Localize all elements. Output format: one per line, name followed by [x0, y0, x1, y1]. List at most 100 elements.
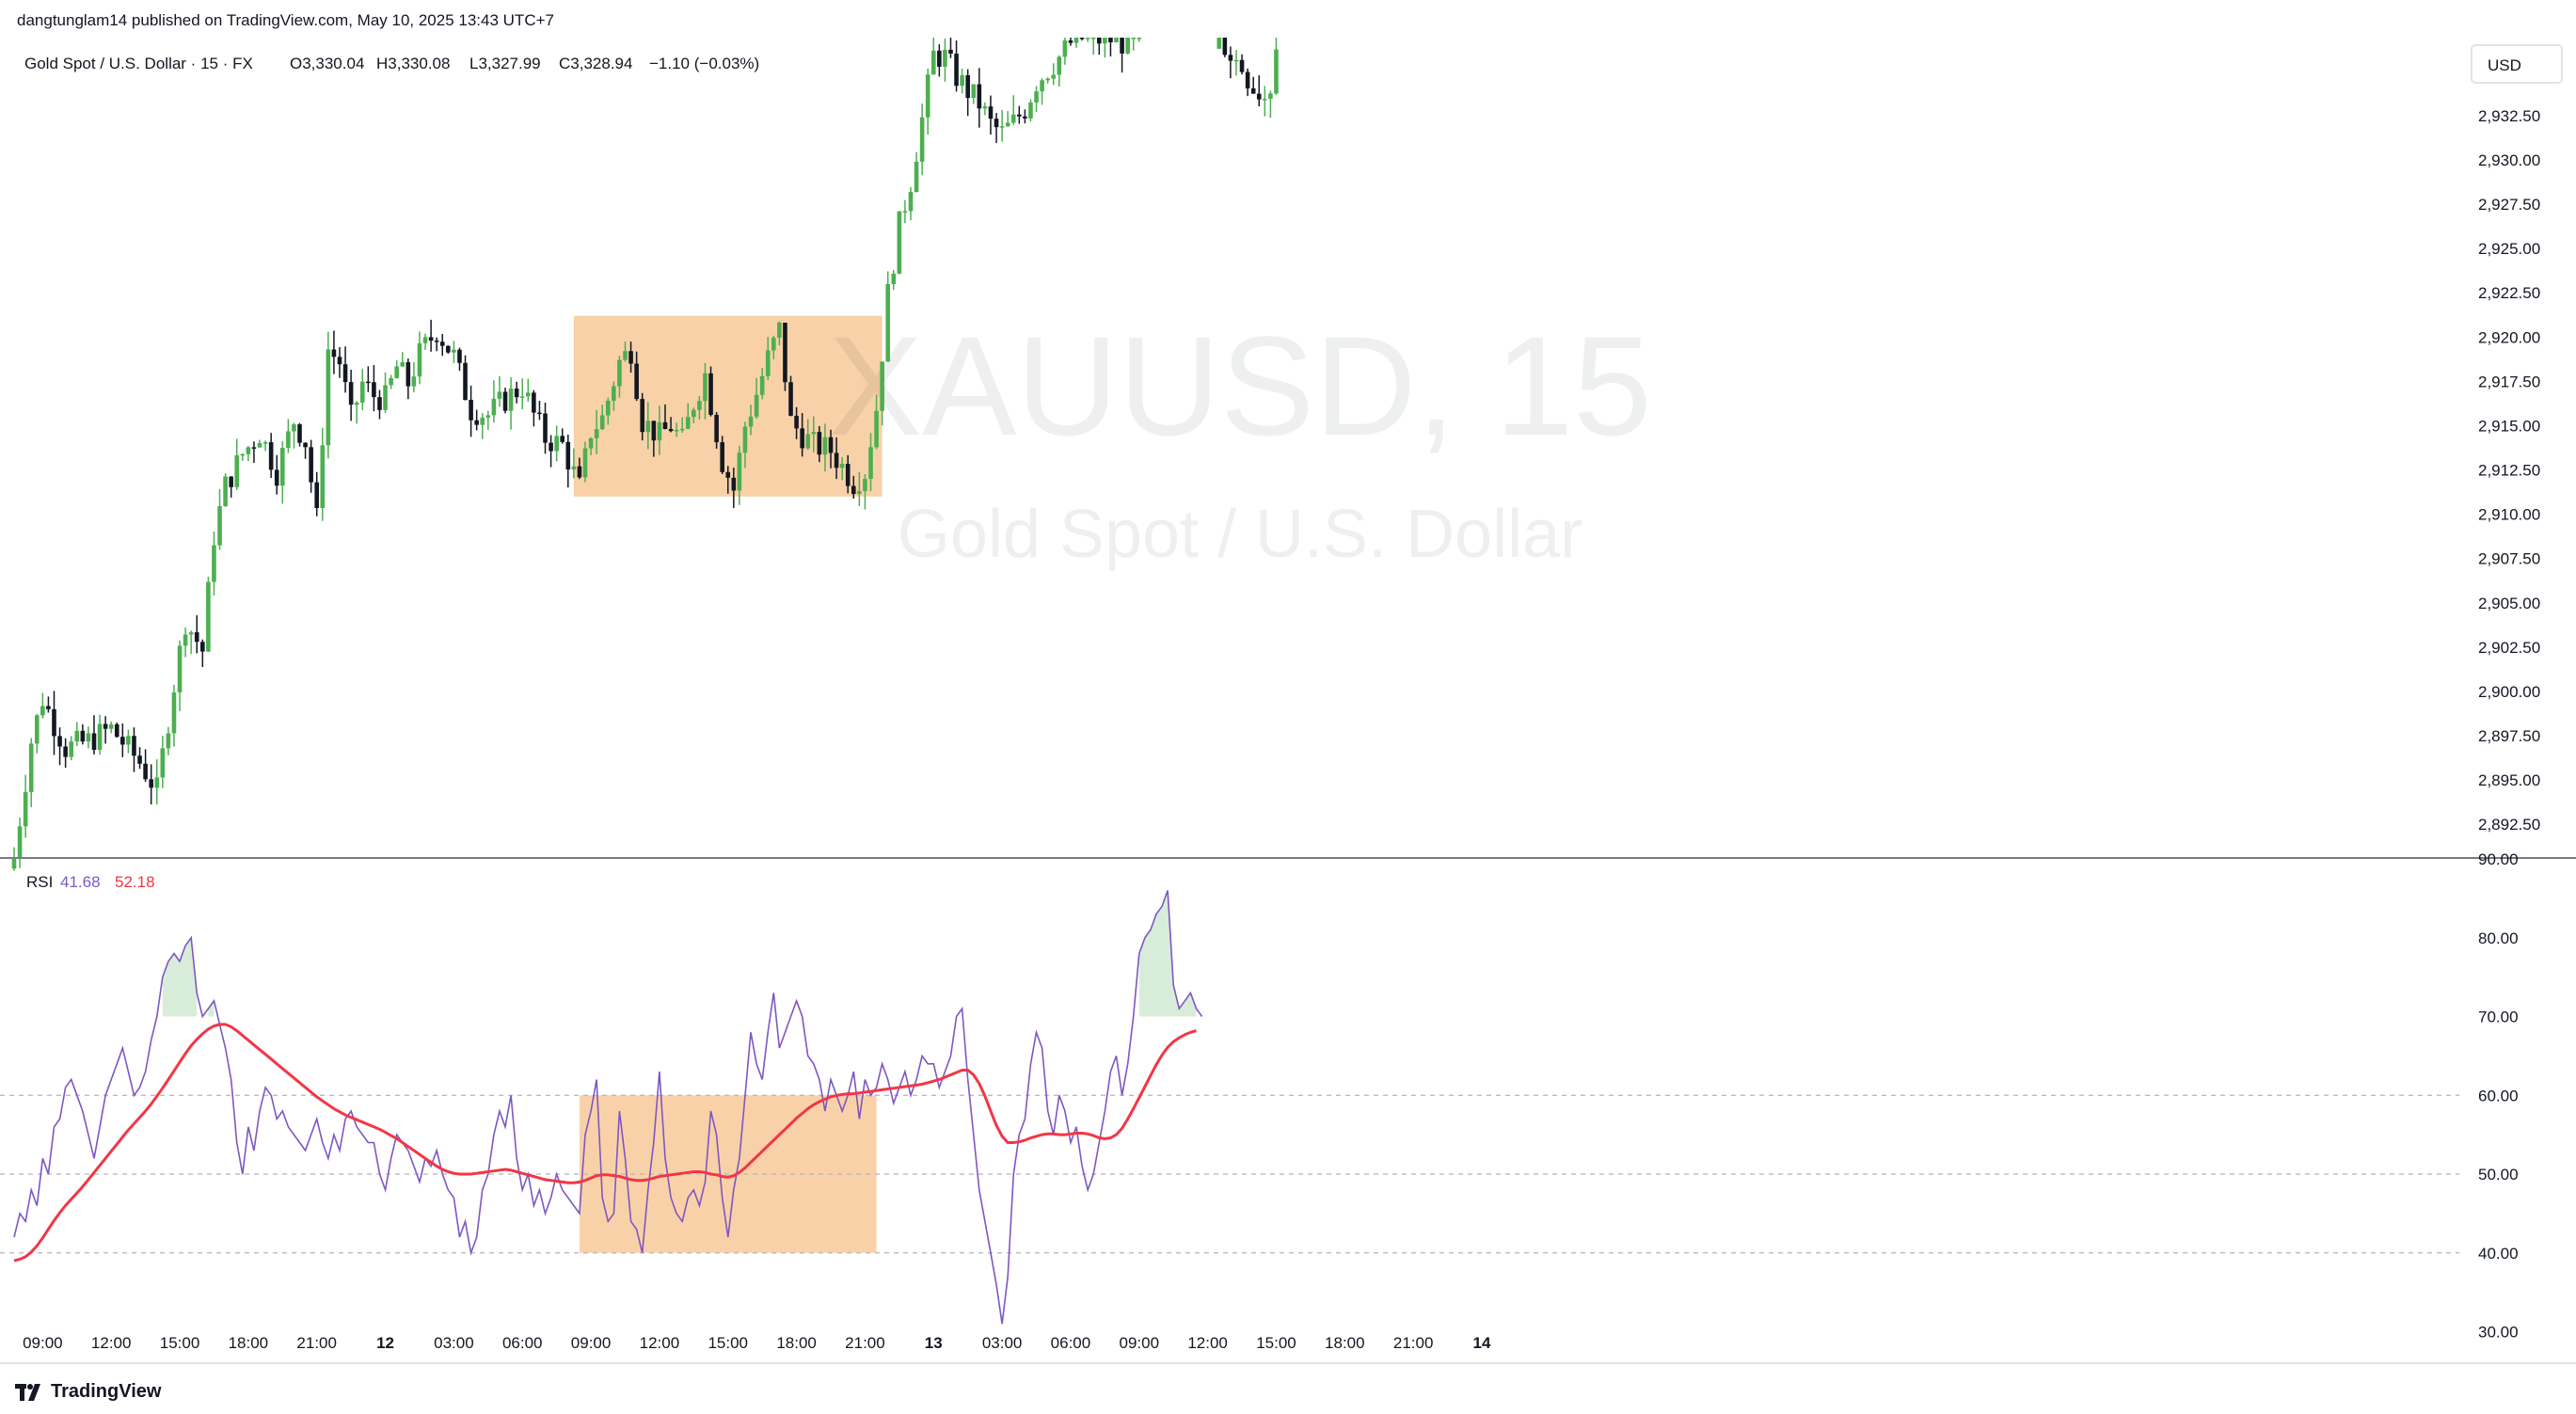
candle-body: [640, 399, 644, 433]
candle-body: [800, 428, 804, 449]
price-axis[interactable]: 2,892.50 2,895.00 2,897.50 2,900.00 2,902.50…: [2478, 107, 2540, 834]
price-axis-label: 2,915.00: [2478, 417, 2540, 435]
rsi-pane[interactable]: RSI 41.68 52.18: [0, 873, 2459, 1325]
candle-body: [143, 763, 148, 780]
candle-body: [251, 447, 257, 449]
candle-body: [1131, 38, 1137, 40]
candle-body: [697, 401, 702, 410]
candle-body: [560, 436, 565, 442]
candle-body: [303, 442, 308, 448]
price-axis-label: 2,900.00: [2478, 683, 2540, 701]
candle-body: [1239, 59, 1245, 72]
candle-body: [1090, 38, 1096, 40]
candle-body: [1079, 38, 1085, 40]
candle-body: [246, 447, 251, 454]
candle-body: [297, 424, 302, 443]
candle-body: [377, 397, 382, 410]
candle-body: [549, 442, 553, 452]
price-axis-label: 2,907.50: [2478, 550, 2540, 568]
candle-body: [1268, 93, 1273, 100]
legend-close: C3,328.94: [559, 55, 632, 72]
candle-body: [1256, 93, 1262, 100]
candle-body: [240, 453, 246, 456]
candle-body: [1222, 38, 1228, 56]
candle-body: [417, 342, 422, 377]
candle-body: [554, 436, 559, 452]
candle-body: [674, 430, 679, 432]
candle-body: [428, 337, 434, 342]
candle-body: [57, 736, 62, 747]
candle-body: [605, 400, 611, 416]
rsi-legend-ma-value: 52.18: [115, 873, 155, 891]
candle-body: [783, 323, 787, 383]
legend-low: L3,327.99: [469, 55, 541, 72]
candle-body: [508, 389, 514, 411]
candle-body: [1263, 99, 1267, 101]
candle-body: [200, 642, 205, 652]
candle-body: [891, 273, 897, 284]
candle-body: [742, 426, 748, 453]
price-axis-label: 2,917.50: [2478, 373, 2540, 390]
candles-layer: [11, 38, 1279, 871]
time-axis-label: 15:00: [160, 1334, 200, 1352]
candle-body: [1068, 40, 1073, 43]
candle-body: [114, 723, 119, 738]
candle-body: [177, 645, 183, 693]
candle-body: [457, 349, 462, 363]
candle-body: [971, 84, 977, 99]
watermark-ticker: XAUUSD, 15: [828, 307, 1651, 465]
candle-body: [708, 373, 713, 415]
time-axis-label: 15:00: [708, 1334, 748, 1352]
time-axis[interactable]: 09:00 12:00 15:00 18:00 21:00 12 03:00 06:00 09:…: [23, 1334, 1491, 1352]
candle-body: [1274, 49, 1279, 94]
candle-body: [160, 748, 166, 778]
candle-body: [960, 75, 964, 87]
candle-body: [805, 434, 811, 449]
rsi-axis-label: 50.00: [2478, 1166, 2519, 1184]
candle-body: [771, 337, 776, 351]
candle-body: [628, 351, 633, 364]
candle-body: [828, 437, 834, 453]
candle-body: [725, 471, 731, 478]
time-axis-label: 09:00: [23, 1334, 63, 1352]
candle-body: [1057, 56, 1062, 75]
candle-body: [69, 741, 73, 757]
legend-open: O3,330.04: [290, 55, 364, 72]
price-axis-label: 2,905.00: [2478, 595, 2540, 612]
time-axis-label: 06:00: [1051, 1334, 1091, 1352]
candle-body: [623, 351, 628, 360]
candle-body: [645, 421, 651, 433]
candle-body: [491, 398, 497, 416]
candle-body: [1005, 122, 1010, 127]
candle-body: [519, 396, 525, 398]
candle-body: [914, 161, 919, 193]
price-pane[interactable]: XAUUSD, 15 Gold Spot / U.S. Dollar Gold …: [11, 38, 1652, 871]
candle-body: [925, 74, 930, 118]
candle-body: [657, 421, 662, 441]
rsi-axis[interactable]: 90.00 80.00 70.00 60.00 50.00 40.00 30.00: [2478, 850, 2519, 1342]
candle-body: [754, 394, 759, 417]
candle-body: [937, 50, 942, 67]
candle-body: [446, 345, 451, 353]
currency-badge[interactable]: USD: [2471, 44, 2563, 84]
candle-body: [1085, 38, 1090, 40]
candle-body: [422, 337, 428, 343]
tradingview-brand[interactable]: TradingView: [15, 1381, 161, 1403]
candle-body: [1040, 80, 1044, 92]
rsi-axis-label: 80.00: [2478, 929, 2519, 947]
rsi-axis-label: 30.00: [2478, 1324, 2519, 1342]
candle-body: [354, 402, 359, 405]
candle-body: [532, 392, 536, 413]
candle-body: [279, 448, 285, 486]
candle-body: [954, 53, 959, 87]
candle-body: [1045, 78, 1050, 81]
legend-symbol: Gold Spot / U.S. Dollar · 15 · FX: [24, 55, 253, 72]
rsi-background-layer: [0, 1094, 2459, 1254]
candle-body: [777, 323, 782, 338]
candle-body: [634, 363, 639, 400]
price-axis-label: 2,922.50: [2478, 284, 2540, 302]
price-axis-label: 2,920.00: [2478, 328, 2540, 346]
candle-body: [1062, 40, 1068, 57]
candle-body: [731, 477, 737, 491]
